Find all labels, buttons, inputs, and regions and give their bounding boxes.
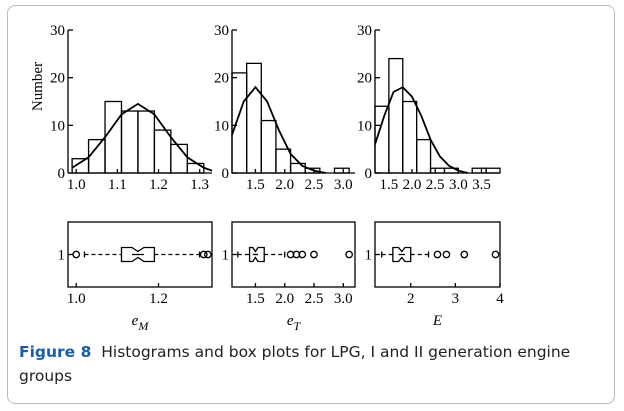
x-tick-label: 3.5 — [472, 177, 491, 193]
box — [248, 246, 265, 263]
x-tick-label: 2.5 — [426, 177, 445, 193]
x-tick-label: 1.2 — [149, 177, 168, 193]
x-tick-label: 1.5 — [246, 291, 265, 307]
histogram-bar — [87, 138, 106, 174]
x-axis-title-sub: M — [137, 319, 149, 333]
x-tick-label: 1.2 — [149, 291, 168, 307]
x-axis-title-main: e — [132, 313, 139, 329]
x-tick-label: 3.0 — [449, 177, 468, 193]
caption-text: Histograms and box plots for LPG, I and … — [19, 343, 571, 385]
x-axis-title: eT — [287, 313, 302, 333]
histogram-bar — [485, 167, 501, 174]
x-tick-label: 1.5 — [380, 177, 399, 193]
fit-curve — [71, 102, 213, 172]
x-tick-label: 2.5 — [305, 291, 324, 307]
histogram-bar — [186, 162, 205, 174]
histogram-bar — [416, 138, 432, 174]
x-axis-title: eM — [132, 313, 150, 333]
histogram-bar — [120, 110, 139, 174]
x-tick-label: 2.5 — [305, 177, 324, 193]
y-tick-label: 30 — [214, 23, 229, 39]
y-tick-label: 10 — [214, 118, 229, 134]
x-tick-label: 1.0 — [67, 177, 86, 193]
histogram-bar — [231, 72, 248, 174]
x-tick-label: 1.1 — [108, 177, 127, 193]
x-axis-title-main: E — [432, 313, 442, 329]
x-axis-title: E — [432, 313, 442, 329]
histogram-bar — [275, 148, 292, 174]
outlier — [72, 250, 81, 259]
histogram-bar — [245, 62, 262, 174]
y-axis-title: Number — [30, 62, 46, 111]
y-tick-label: 20 — [50, 71, 65, 87]
histogram-bar — [104, 100, 123, 174]
y-tick-label: 20 — [357, 71, 372, 87]
x-tick-label: 2.0 — [403, 177, 422, 193]
histogram-bar — [137, 110, 156, 174]
histogram-bar — [170, 143, 188, 174]
x-tick-label: 3 — [452, 291, 460, 307]
y-tick-label: 0 — [222, 166, 230, 182]
box — [392, 246, 412, 263]
histogram-bar — [402, 100, 418, 174]
outlier — [442, 250, 451, 259]
x-tick-label: 3.0 — [334, 291, 353, 307]
figure-frame — [7, 5, 615, 404]
outlier — [310, 250, 318, 259]
x-tick-label: 2 — [407, 291, 415, 307]
histogram-bar — [333, 167, 350, 174]
histogram-bar — [388, 57, 404, 174]
x-axis-title-sub: T — [293, 319, 301, 333]
y-tick-label: 30 — [357, 23, 372, 39]
histogram-bar — [471, 167, 487, 174]
y-tick-label: 0 — [58, 166, 66, 182]
box — [120, 246, 156, 263]
outlier — [491, 250, 500, 259]
x-tick-label: 1.0 — [67, 291, 86, 307]
y-tick-label: 1 — [58, 248, 66, 264]
y-tick-label: 30 — [50, 23, 65, 39]
histogram-bar — [153, 129, 172, 174]
y-tick-label: 0 — [365, 166, 373, 182]
histogram-bar — [289, 162, 306, 174]
plot-frame — [374, 221, 501, 288]
x-tick-label: 3.0 — [334, 177, 353, 193]
caption: Figure 8 Histograms and box plots for LP… — [19, 340, 579, 388]
x-tick-label: 1.5 — [246, 177, 265, 193]
outlier — [345, 250, 353, 259]
y-tick-label: 1 — [365, 248, 373, 264]
outlier — [460, 250, 469, 259]
x-axis-title-main: e — [287, 313, 294, 329]
y-tick-label: 10 — [357, 118, 372, 134]
y-tick-label: 1 — [222, 248, 230, 264]
y-tick-label: 10 — [50, 118, 65, 134]
outlier — [433, 250, 442, 259]
x-tick-label: 1.3 — [190, 177, 209, 193]
outlier — [204, 250, 212, 259]
histogram-bar — [260, 119, 277, 174]
fit-curve — [374, 86, 468, 174]
histogram-bar — [304, 167, 321, 174]
outlier — [199, 250, 208, 259]
x-tick-label: 2.0 — [275, 177, 294, 193]
x-tick-label: 4 — [496, 291, 504, 307]
x-tick-label: 2.0 — [275, 291, 294, 307]
outlier — [298, 250, 307, 259]
histogram-bar — [429, 167, 446, 174]
caption-label: Figure 8 — [19, 343, 92, 361]
y-tick-label: 20 — [214, 71, 229, 87]
fit-curve — [231, 85, 326, 174]
